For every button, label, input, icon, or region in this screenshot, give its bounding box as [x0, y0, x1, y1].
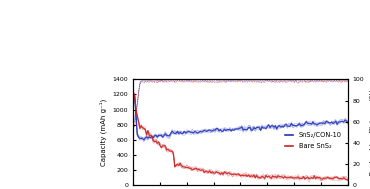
Y-axis label: Capacity (mAh g⁻¹): Capacity (mAh g⁻¹): [100, 99, 107, 166]
Legend: SnS₂/CON-10, Bare SnS₂: SnS₂/CON-10, Bare SnS₂: [283, 129, 344, 152]
